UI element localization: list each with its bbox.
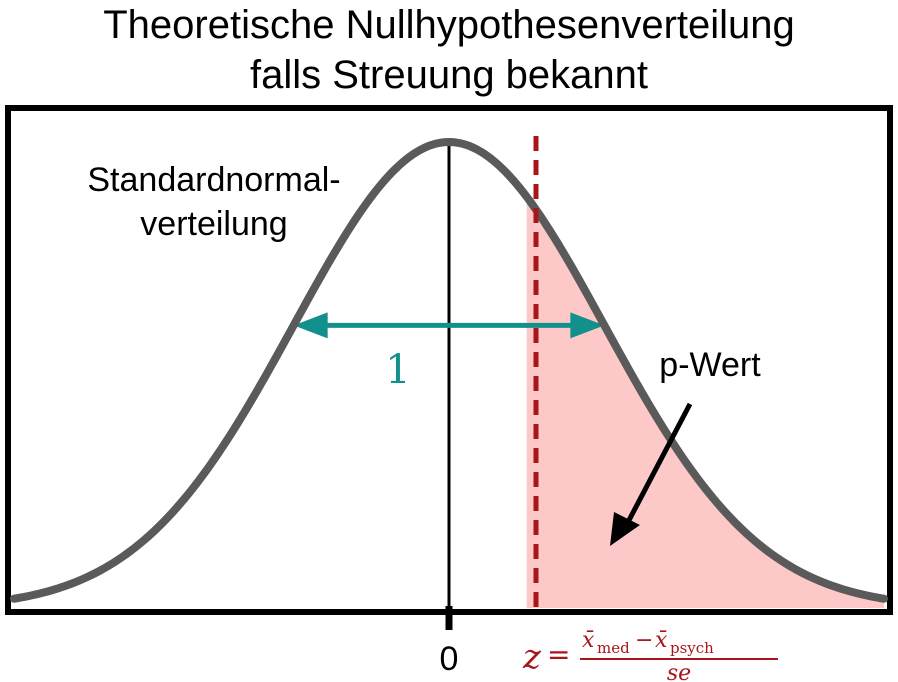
formula-xbar-psych: x̄ bbox=[655, 628, 668, 653]
sd-arrow-head-right bbox=[570, 312, 605, 339]
p-value-pointer-arrow bbox=[610, 402, 693, 546]
formula-se: se bbox=[667, 661, 691, 682]
formula-equals: = bbox=[547, 638, 570, 671]
curve-label-line-1: Standardnormal- bbox=[87, 161, 340, 199]
formula-sub-med: med bbox=[597, 639, 630, 657]
title-line-2: falls Streuung bekannt bbox=[250, 53, 648, 97]
z-formula: z = x̄ med − x̄ psych se bbox=[522, 628, 778, 682]
title-line-1: Theoretische Nullhypothesenverteilung bbox=[103, 3, 795, 47]
curve-label-line-2: verteilung bbox=[140, 205, 287, 243]
sd-arrow bbox=[293, 312, 605, 339]
formula-minus: − bbox=[635, 628, 653, 653]
standard-normal-curve bbox=[10, 138, 888, 603]
formula-sub-psych: psych bbox=[670, 639, 714, 657]
x-tick-label-zero: 0 bbox=[440, 640, 459, 678]
p-value-area bbox=[526, 196, 884, 608]
sd-arrow-head-left bbox=[293, 312, 328, 339]
sd-label: 1 bbox=[385, 347, 410, 393]
formula-xbar-med: x̄ bbox=[582, 628, 595, 653]
formula-z: z bbox=[522, 637, 542, 677]
p-value-label: p-Wert bbox=[659, 346, 761, 384]
